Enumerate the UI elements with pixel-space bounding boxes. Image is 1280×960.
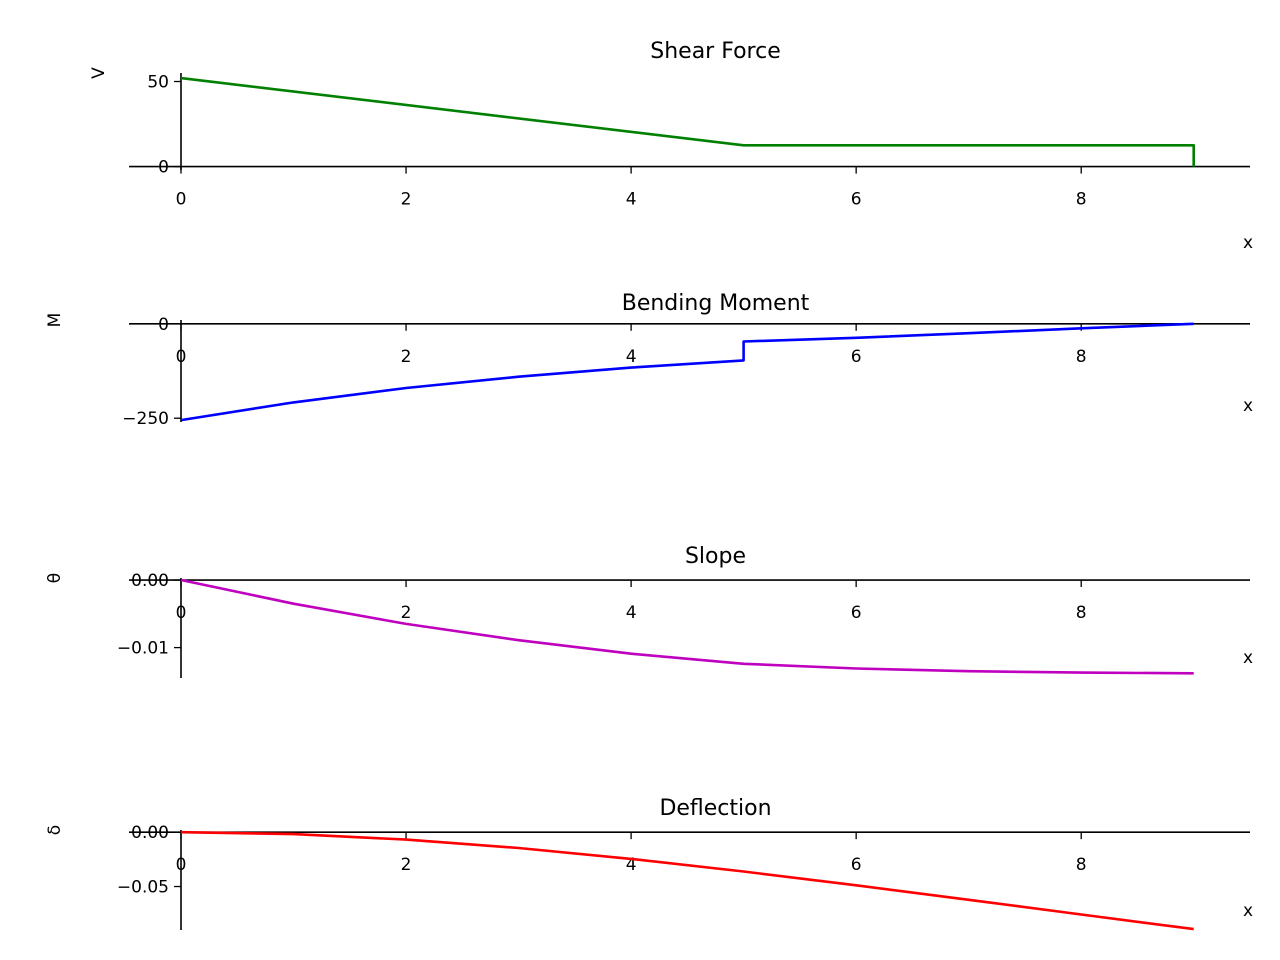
slope-y-tick-label: 0.00 [131,571,169,591]
shear-y-tick-label: 50 [147,73,169,93]
deflection-x-tick-label: 4 [626,855,637,875]
deflection-x-tick-label: 0 [176,855,187,875]
slope-x-tick-label: 0 [176,603,187,623]
deflection-panel: Deflection 0 2 4 6 8 0.00 −0.05 x δ [45,796,1253,931]
slope-x-tick-label: 6 [851,603,862,623]
moment-x-tick-label: 8 [1076,347,1087,367]
slope-series-line [180,578,1194,675]
shear-y-label: V [89,67,109,79]
moment-x-tick-label: 4 [626,347,637,367]
deflection-title: Deflection [659,796,771,821]
slope-panel: Slope 0 2 4 6 8 0.00 −0.01 x θ [45,544,1253,678]
shear-x-tick-label: 4 [626,190,637,210]
deflection-x-tick-label: 2 [401,855,412,875]
moment-x-tick-label: 6 [851,347,862,367]
shear-x-tick-label: 8 [1076,190,1087,210]
deflection-y-label: δ [45,825,65,835]
deflection-x-label: x [1243,901,1253,921]
deflection-x-tick-label: 8 [1076,855,1087,875]
shear-x-tick-label: 2 [401,190,412,210]
moment-x-tick-label: 0 [176,347,187,367]
deflection-x-tick-label: 6 [851,855,862,875]
slope-y-tick-label: −0.01 [117,639,169,659]
shear-series-line [180,76,1195,167]
deflection-y-tick-label: −0.05 [117,878,169,898]
deflection-series-line [180,830,1194,931]
slope-x-tick-label: 2 [401,603,412,623]
slope-y-label: θ [45,573,65,583]
slope-x-tick-label: 4 [626,603,637,623]
slope-x-label: x [1243,648,1253,668]
slope-title: Slope [685,544,746,569]
moment-x-label: x [1243,396,1253,416]
shear-x-tick-label: 6 [851,190,862,210]
shear-panel: Shear Force 0 2 4 6 8 0 50 x V [89,39,1253,253]
moment-y-tick-label: −250 [122,409,169,429]
moment-x-tick-label: 2 [401,347,412,367]
moment-y-label: M [45,313,65,328]
shear-y-tick-label: 0 [158,158,169,178]
moment-panel: Bending Moment 0 2 4 6 8 0 −250 x M [45,291,1253,429]
moment-series-line [180,322,1194,422]
deflection-y-tick-label: 0.00 [131,823,169,843]
slope-x-tick-label: 8 [1076,603,1087,623]
moment-title: Bending Moment [622,291,810,316]
shear-title: Shear Force [650,39,781,64]
shear-x-label: x [1243,233,1253,253]
moment-y-tick-label: 0 [158,315,169,335]
shear-x-tick-label: 0 [176,190,187,210]
